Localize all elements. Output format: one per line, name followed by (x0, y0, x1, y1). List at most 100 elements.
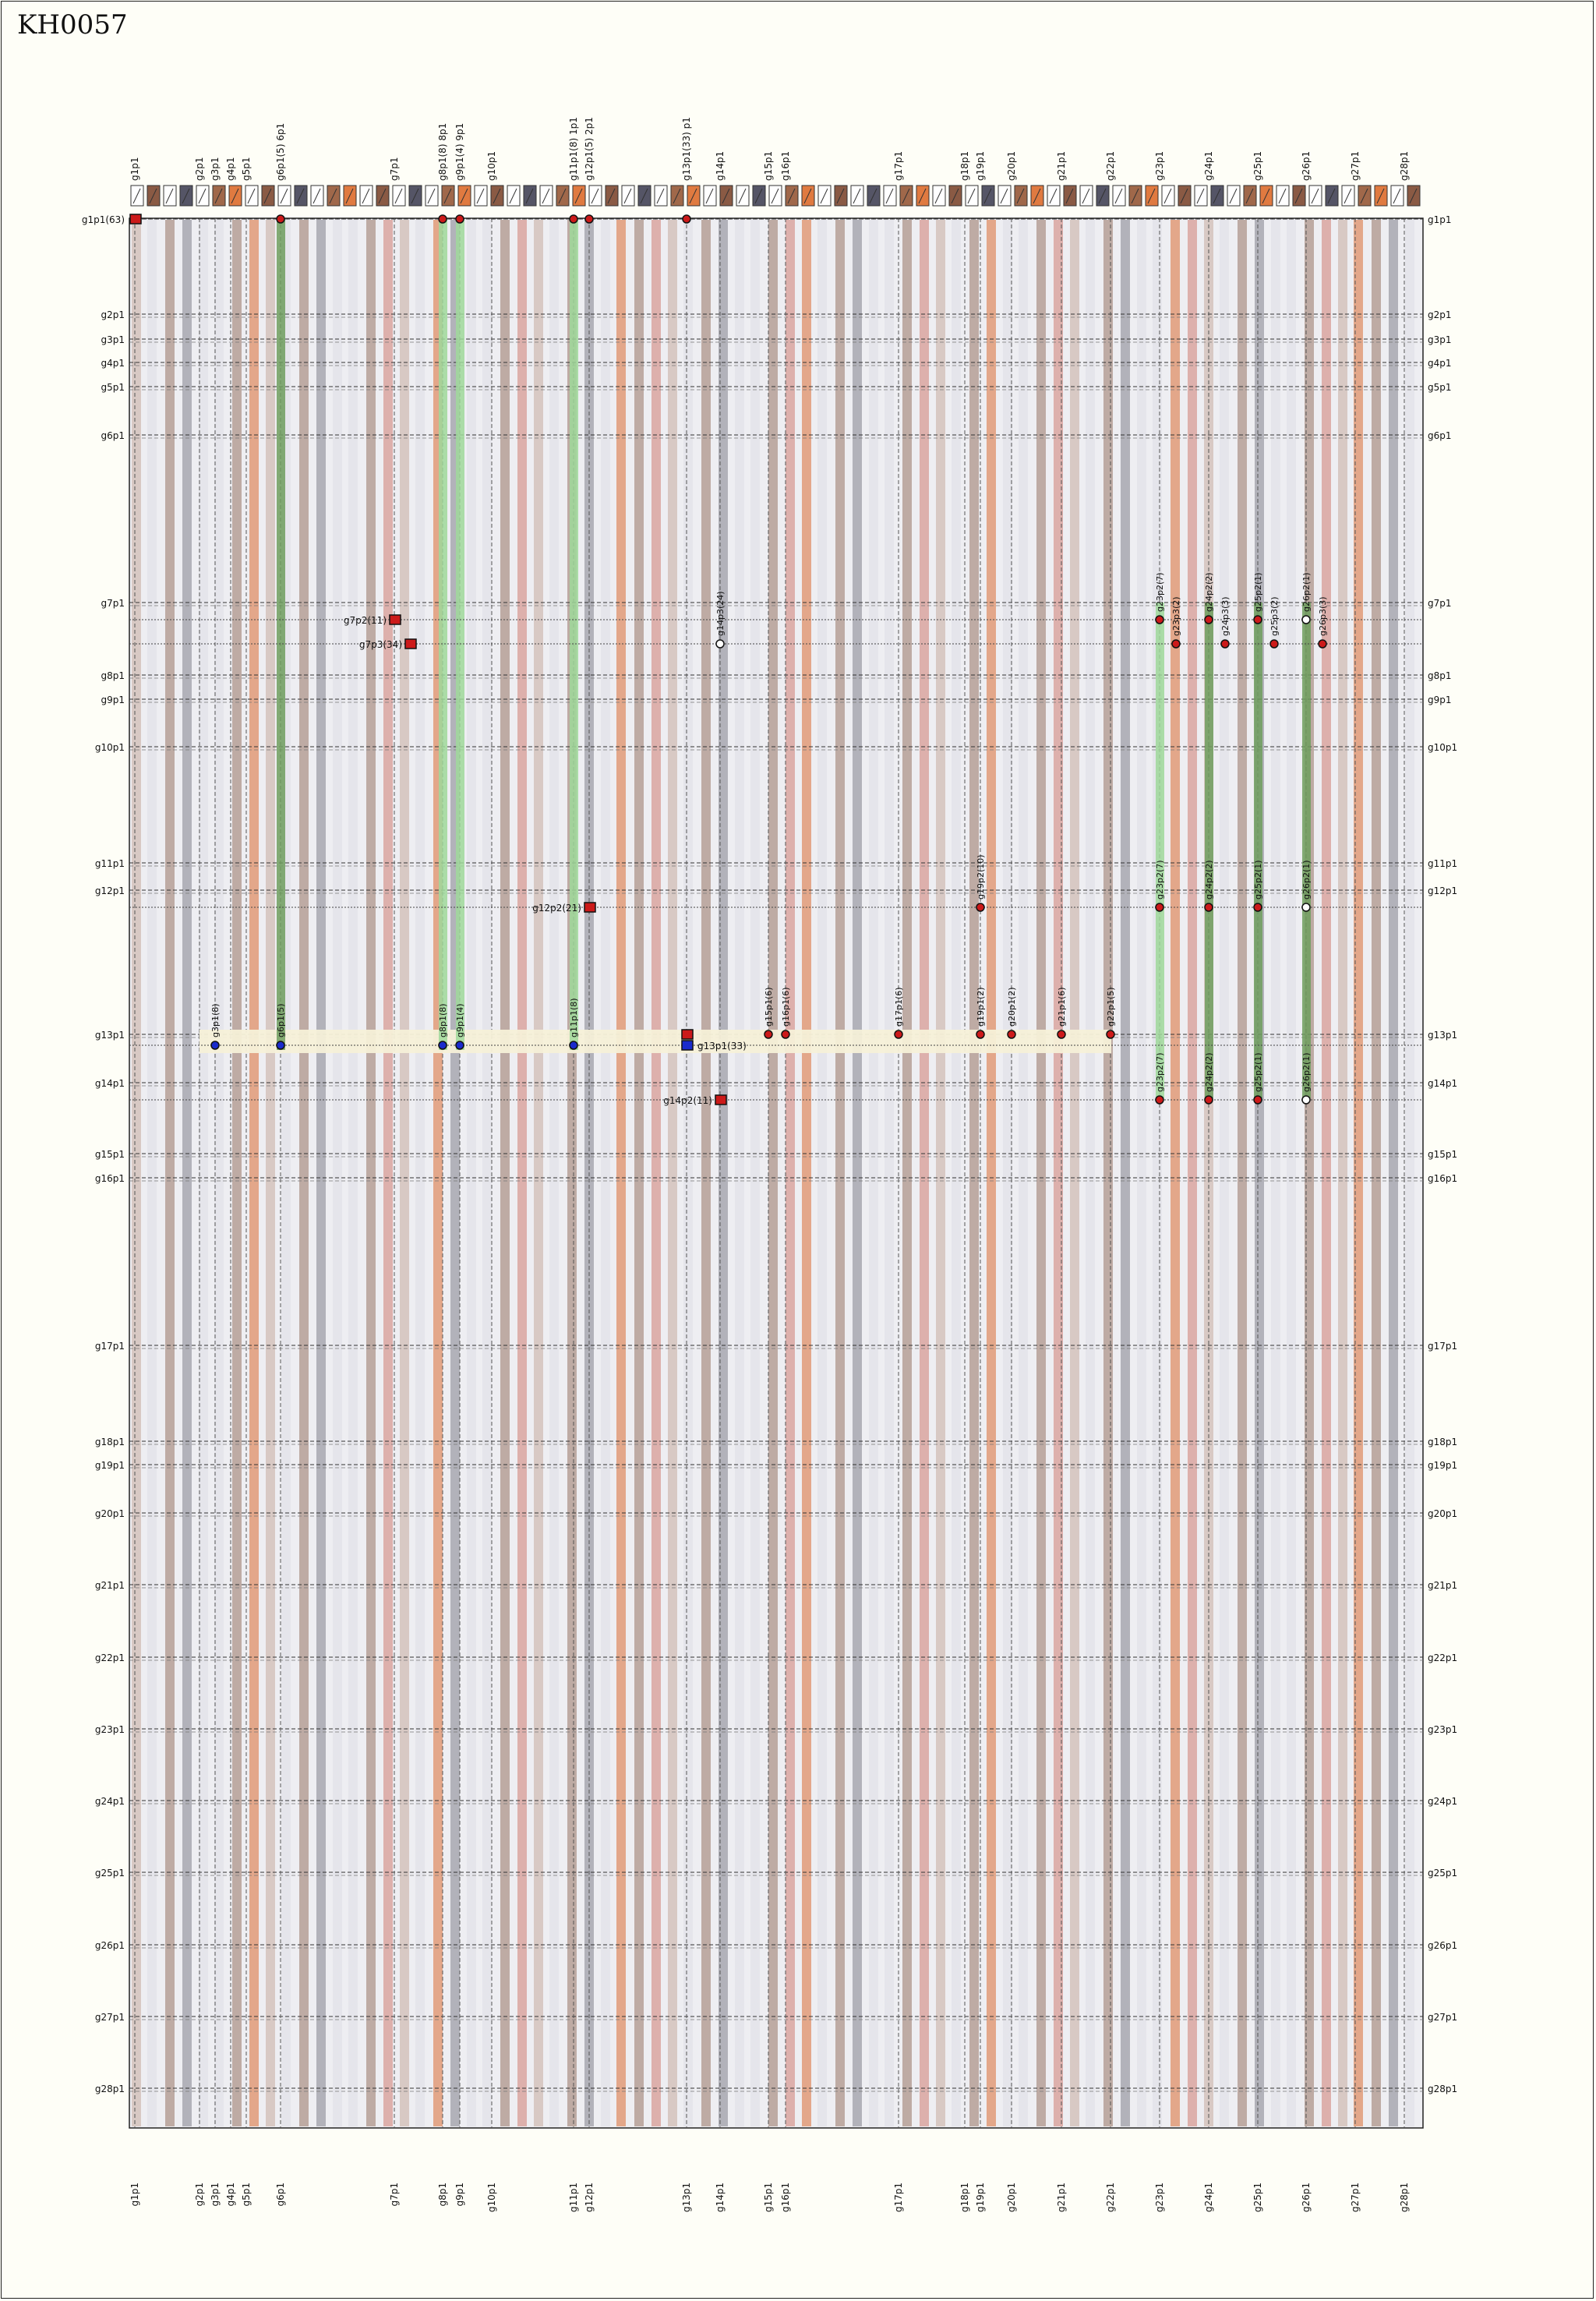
dot-marker (1301, 615, 1311, 624)
strip-icon-hatch (1409, 188, 1418, 204)
row-label-left: g11p1 (95, 858, 125, 869)
vertical-band (1070, 220, 1079, 2126)
dot-marker-label: g19p2(10) (976, 854, 986, 900)
dot-marker (276, 214, 285, 224)
vertical-band (920, 220, 929, 2126)
row-label-right: g22p1 (1428, 1652, 1457, 1663)
vertical-band (232, 220, 242, 2126)
column-label-top: g19p1 (975, 151, 986, 181)
vertical-band (683, 220, 693, 2126)
row-label-right: g25p1 (1428, 1868, 1457, 1879)
vertical-band (601, 220, 610, 2126)
vertical-band (299, 220, 309, 2126)
vertical-band (333, 220, 342, 2126)
row-label-left: g13p1 (95, 1030, 125, 1041)
dot-marker (1204, 615, 1213, 624)
row-label-left: g16p1 (95, 1173, 125, 1184)
dot-marker (276, 1041, 285, 1050)
row-label-left: g9p1 (101, 695, 125, 705)
strip-icon-hatch (542, 188, 550, 204)
dot-marker-label: g23p2(7) (1155, 860, 1165, 900)
vertical-band (1103, 220, 1113, 2126)
dot-marker (894, 1030, 903, 1039)
column-label-bottom: g26p1 (1301, 2183, 1312, 2212)
strip-icon-hatch (1114, 188, 1123, 204)
dot-marker (210, 1041, 220, 1050)
strip-icon-hatch (754, 188, 763, 204)
column-label-bottom: g27p1 (1350, 2183, 1361, 2212)
vertical-band (668, 220, 677, 2126)
vertical-band (348, 220, 358, 2126)
vertical-band (182, 220, 192, 2126)
column-label-top: g26p1 (1301, 151, 1312, 181)
strip-icon-hatch (640, 188, 648, 204)
row-label-right: g4p1 (1428, 358, 1452, 369)
strip-icon-hatch (1245, 188, 1254, 204)
strip-icon-hatch (1147, 188, 1156, 204)
strip-icon-hatch (771, 188, 779, 204)
strip-icon-hatch (1163, 188, 1172, 204)
dot-marker (1318, 639, 1327, 649)
strip-icon-hatch (1229, 188, 1238, 204)
column-label-bottom: g24p1 (1203, 2183, 1214, 2212)
square-marker-label: g7p2(11) (344, 615, 387, 626)
column-label-bottom: g13p1 (681, 2183, 692, 2212)
strip-icon-hatch (493, 188, 501, 204)
dot-marker (1301, 1095, 1311, 1105)
square-marker (715, 1094, 727, 1105)
strip-icon-hatch (885, 188, 894, 204)
link-lane (1302, 603, 1311, 1098)
dot-marker (455, 1041, 464, 1050)
column-label-top: g20p1 (1006, 151, 1017, 181)
strip-icon-hatch (574, 188, 583, 204)
strip-icon-hatch (1082, 188, 1090, 204)
row-label-left: g20p1 (95, 1508, 125, 1519)
strip-icon-hatch (591, 188, 599, 204)
square-marker (584, 902, 596, 913)
square-marker-label: g7p3(34) (359, 639, 402, 650)
row-label-left: g1p1(63) (82, 214, 125, 225)
row-label-right: g10p1 (1428, 742, 1457, 753)
column-label-bottom: g16p1 (780, 2183, 791, 2212)
vertical-band (835, 220, 845, 2126)
link-lane (1156, 603, 1164, 1098)
row-label-right: g3p1 (1428, 334, 1452, 345)
column-label-top: g28p1 (1399, 151, 1410, 181)
column-label-bottom: g23p1 (1154, 2183, 1165, 2212)
row-label-right: g21p1 (1428, 1580, 1457, 1591)
strip-icon-hatch (836, 188, 845, 204)
strip-icon-hatch (460, 188, 468, 204)
strip-icon-hatch (1278, 188, 1287, 204)
row-label-left: g26p1 (95, 1940, 125, 1951)
strip-icon-hatch (673, 188, 681, 204)
dot-marker (1204, 1095, 1213, 1105)
strip-icon-hatch (149, 188, 157, 204)
vertical-band (1036, 220, 1046, 2126)
vertical-band (1255, 220, 1264, 2126)
column-label-bottom: g14p1 (715, 2183, 726, 2212)
strip-icon-hatch (443, 188, 452, 204)
strip-icon-hatch (967, 188, 976, 204)
vertical-band (802, 220, 811, 2126)
row-label-left: g8p1 (101, 670, 125, 681)
dot-marker-label: g8p1(8) (438, 1003, 448, 1037)
vertical-band (853, 220, 862, 2126)
link-lane (277, 219, 285, 1050)
column-label-top: g11p1(8) 1p1 (568, 117, 579, 181)
vertical-band (634, 220, 644, 2126)
column-label-top: g18p1 (959, 151, 970, 181)
dot-marker (781, 1030, 790, 1039)
strip-icon-hatch (165, 188, 174, 204)
strip-icon-hatch (476, 188, 485, 204)
vertical-band (214, 220, 224, 2126)
vertical-band (885, 220, 894, 2126)
dot-marker-label: g3p1(8) (210, 1003, 221, 1037)
column-label-top: g13p1(33) p1 (681, 117, 692, 181)
vertical-band (165, 220, 175, 2126)
strip-icon-hatch (1049, 188, 1058, 204)
strip-icon-hatch (1213, 188, 1221, 204)
row-label-right: g13p1 (1428, 1030, 1457, 1041)
vertical-band (902, 220, 912, 2126)
column-label-top: g21p1 (1056, 151, 1067, 181)
